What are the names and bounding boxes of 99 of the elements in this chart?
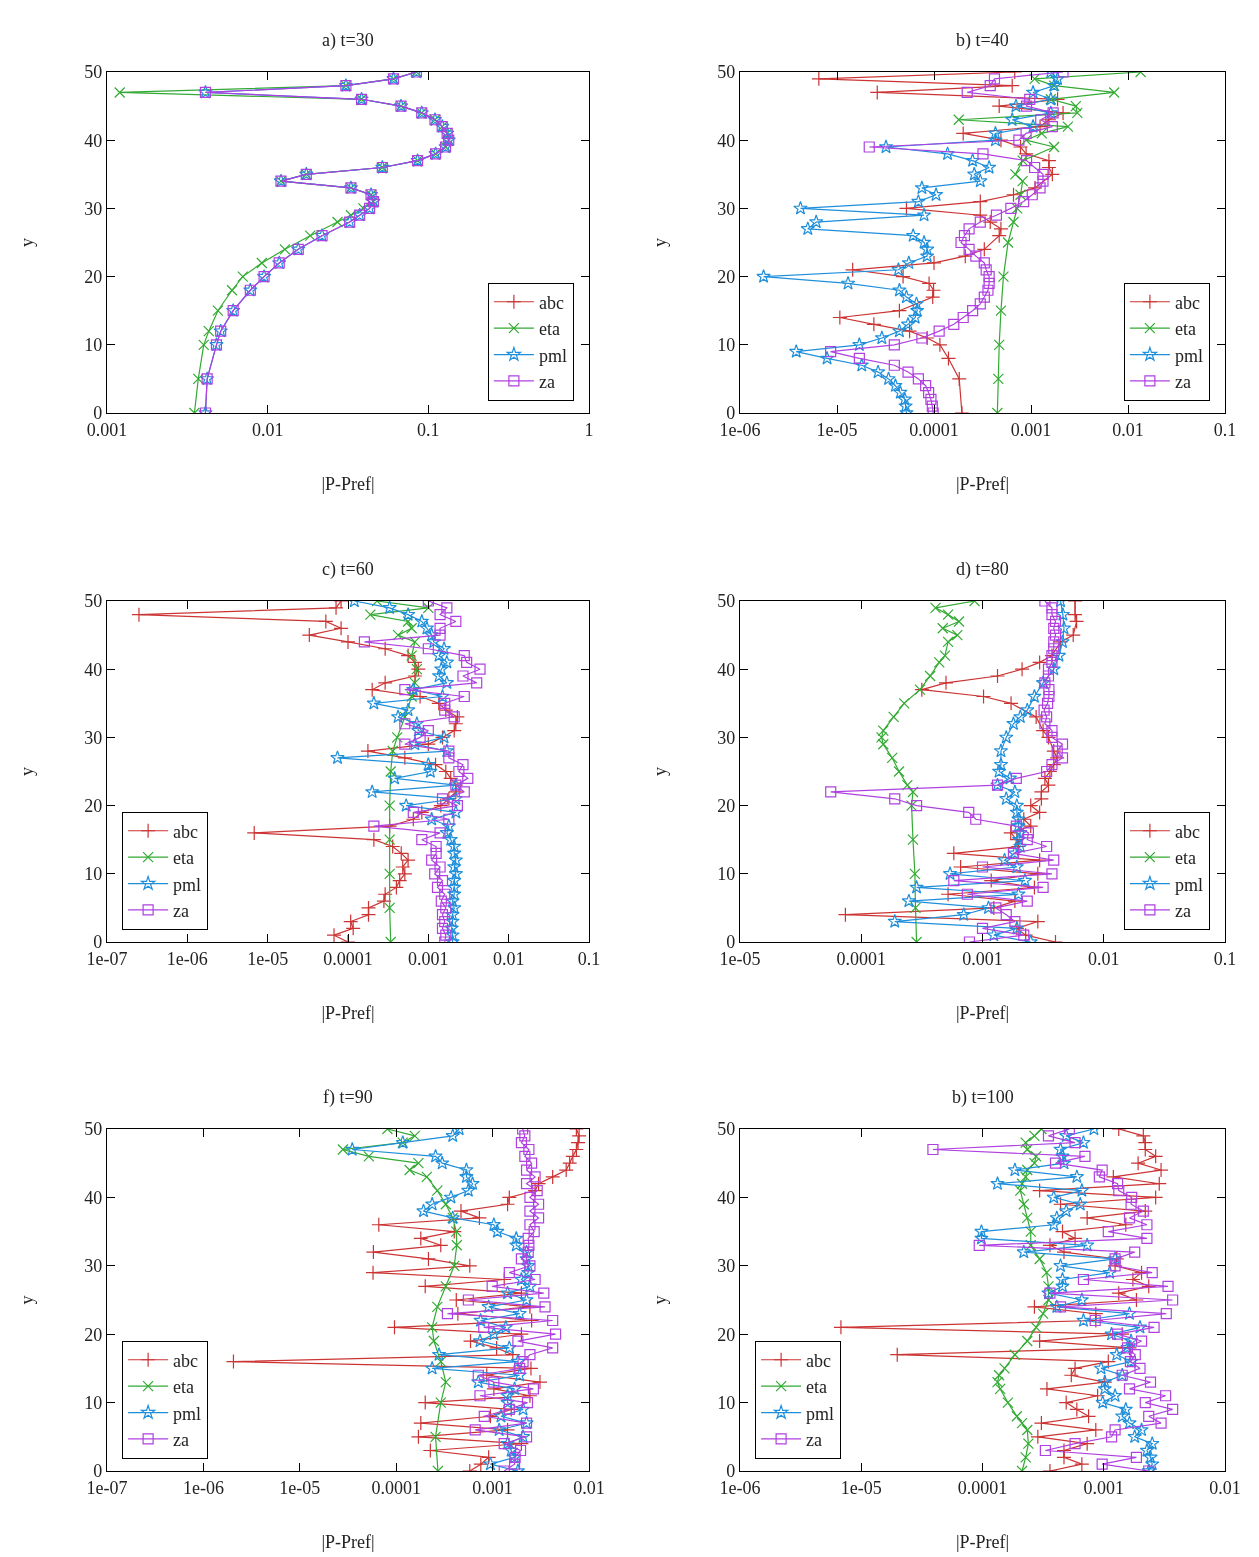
y-tick-label: 40 xyxy=(84,1187,103,1208)
x-tick-label: 1e-06 xyxy=(182,1477,224,1498)
y-axis-title: y xyxy=(650,1295,671,1305)
legend-label: eta xyxy=(1174,848,1196,869)
y-tick-label: 20 xyxy=(84,266,103,287)
x-axis-title: |P-Pref| xyxy=(955,473,1010,494)
x-tick-label: 0.001 xyxy=(408,948,449,969)
x-axis-title: |P-Pref| xyxy=(321,1531,375,1552)
legend-label: za xyxy=(173,1429,190,1450)
y-tick-label: 30 xyxy=(84,198,103,219)
x-tick-label: 0.1 xyxy=(1213,948,1237,969)
y-tick-label: 40 xyxy=(717,1187,736,1208)
legend-label: abc xyxy=(173,821,199,842)
legend-label: eta xyxy=(173,848,195,869)
x-tick-label: 0.0001 xyxy=(323,948,373,969)
x-tick-label: 1 xyxy=(584,419,594,440)
legend-label: za xyxy=(1174,371,1191,392)
x-axis-title: |P-Pref| xyxy=(321,473,375,494)
y-tick-label: 30 xyxy=(84,727,103,748)
y-tick-label: 50 xyxy=(717,62,736,83)
legend-label: za xyxy=(173,900,190,921)
legend-label: abc xyxy=(1174,292,1200,313)
x-tick-label: 0.01 xyxy=(573,1477,605,1498)
y-tick-label: 10 xyxy=(717,335,736,356)
y-tick-label: 20 xyxy=(84,1324,103,1345)
x-tick-label: 0.1 xyxy=(1213,419,1237,440)
legend-label: za xyxy=(538,371,555,392)
y-tick-label: 30 xyxy=(84,1256,103,1277)
legend-label: eta xyxy=(538,319,560,340)
y-tick-label: 40 xyxy=(84,130,103,151)
x-tick-label: 0.01 xyxy=(1209,1477,1241,1498)
x-tick-label: 0.1 xyxy=(417,419,440,440)
x-axis-title: |P-Pref| xyxy=(955,1531,1010,1552)
chart-title: c) t=60 xyxy=(322,559,374,580)
legend-label: abc xyxy=(806,1350,832,1371)
y-tick-label: 50 xyxy=(717,1119,736,1140)
x-axis-title: |P-Pref| xyxy=(955,1002,1010,1023)
chart-title: b) t=100 xyxy=(952,1087,1014,1108)
y-tick-label: 50 xyxy=(84,1119,103,1140)
x-tick-label: 0.001 xyxy=(472,1477,513,1498)
y-tick-label: 40 xyxy=(717,130,736,151)
y-tick-label: 30 xyxy=(717,1256,736,1277)
legend-label: za xyxy=(1174,900,1191,921)
y-axis-title: y xyxy=(17,1295,38,1305)
x-tick-label: 0.01 xyxy=(492,948,525,969)
y-tick-label: 10 xyxy=(84,864,103,885)
legend-label: eta xyxy=(806,1377,828,1398)
x-axis-title: |P-Pref| xyxy=(321,1002,375,1023)
x-tick-label: 0.1 xyxy=(577,948,601,969)
y-tick-label: 50 xyxy=(84,62,103,83)
x-tick-label: 0.01 xyxy=(1112,419,1144,440)
y-axis-title: y xyxy=(17,767,38,776)
legend-label: pml xyxy=(538,345,567,366)
y-tick-label: 20 xyxy=(717,1324,736,1345)
y-tick-label: 20 xyxy=(717,266,736,287)
y-tick-label: 10 xyxy=(84,335,103,356)
y-axis-title: y xyxy=(650,238,671,247)
legend-label: pml xyxy=(173,1403,202,1424)
legend-label: abc xyxy=(1174,821,1200,842)
x-tick-label: 0.0001 xyxy=(836,948,886,969)
x-tick-label: 0.001 xyxy=(1010,419,1052,440)
x-tick-label: 1e-05 xyxy=(840,1477,882,1498)
legend-label: abc xyxy=(538,292,564,313)
x-tick-label: 0.0001 xyxy=(909,419,959,440)
legend-label: eta xyxy=(1174,319,1196,340)
y-axis-title: y xyxy=(17,238,38,247)
legend-label: eta xyxy=(173,1377,195,1398)
x-tick-label: 0.0001 xyxy=(957,1477,1008,1498)
chart-title: b) t=40 xyxy=(956,30,1009,51)
y-tick-label: 30 xyxy=(717,198,736,219)
chart-title: f) t=90 xyxy=(323,1087,373,1108)
y-tick-label: 10 xyxy=(717,1392,736,1413)
chart-title: d) t=80 xyxy=(956,559,1009,580)
legend-label: pml xyxy=(173,874,202,895)
y-axis-title: y xyxy=(650,767,671,776)
x-tick-label: 0.001 xyxy=(962,948,1003,969)
legend-label: abc xyxy=(173,1350,199,1371)
x-tick-label: 1e-06 xyxy=(166,948,208,969)
legend-label: pml xyxy=(1174,345,1203,366)
y-tick-label: 40 xyxy=(84,659,103,680)
legend-label: pml xyxy=(806,1403,835,1424)
y-tick-label: 10 xyxy=(84,1392,103,1413)
x-tick-label: 1e-05 xyxy=(816,419,858,440)
legend-label: pml xyxy=(1174,874,1203,895)
y-tick-label: 10 xyxy=(717,864,736,885)
y-tick-label: 40 xyxy=(717,659,736,680)
x-tick-label: 0.01 xyxy=(1088,948,1120,969)
x-tick-label: 0.001 xyxy=(1083,1477,1124,1498)
x-tick-label: 1e-05 xyxy=(279,1477,321,1498)
x-tick-label: 0.01 xyxy=(251,419,284,440)
x-tick-label: 1e-05 xyxy=(247,948,289,969)
chart-title: a) t=30 xyxy=(322,30,374,51)
x-tick-label: 0.0001 xyxy=(371,1477,421,1498)
y-tick-label: 50 xyxy=(84,591,103,612)
y-tick-label: 50 xyxy=(717,591,736,612)
y-tick-label: 30 xyxy=(717,727,736,748)
y-tick-label: 20 xyxy=(717,795,736,816)
y-tick-label: 20 xyxy=(84,795,103,816)
legend-label: za xyxy=(806,1429,823,1450)
